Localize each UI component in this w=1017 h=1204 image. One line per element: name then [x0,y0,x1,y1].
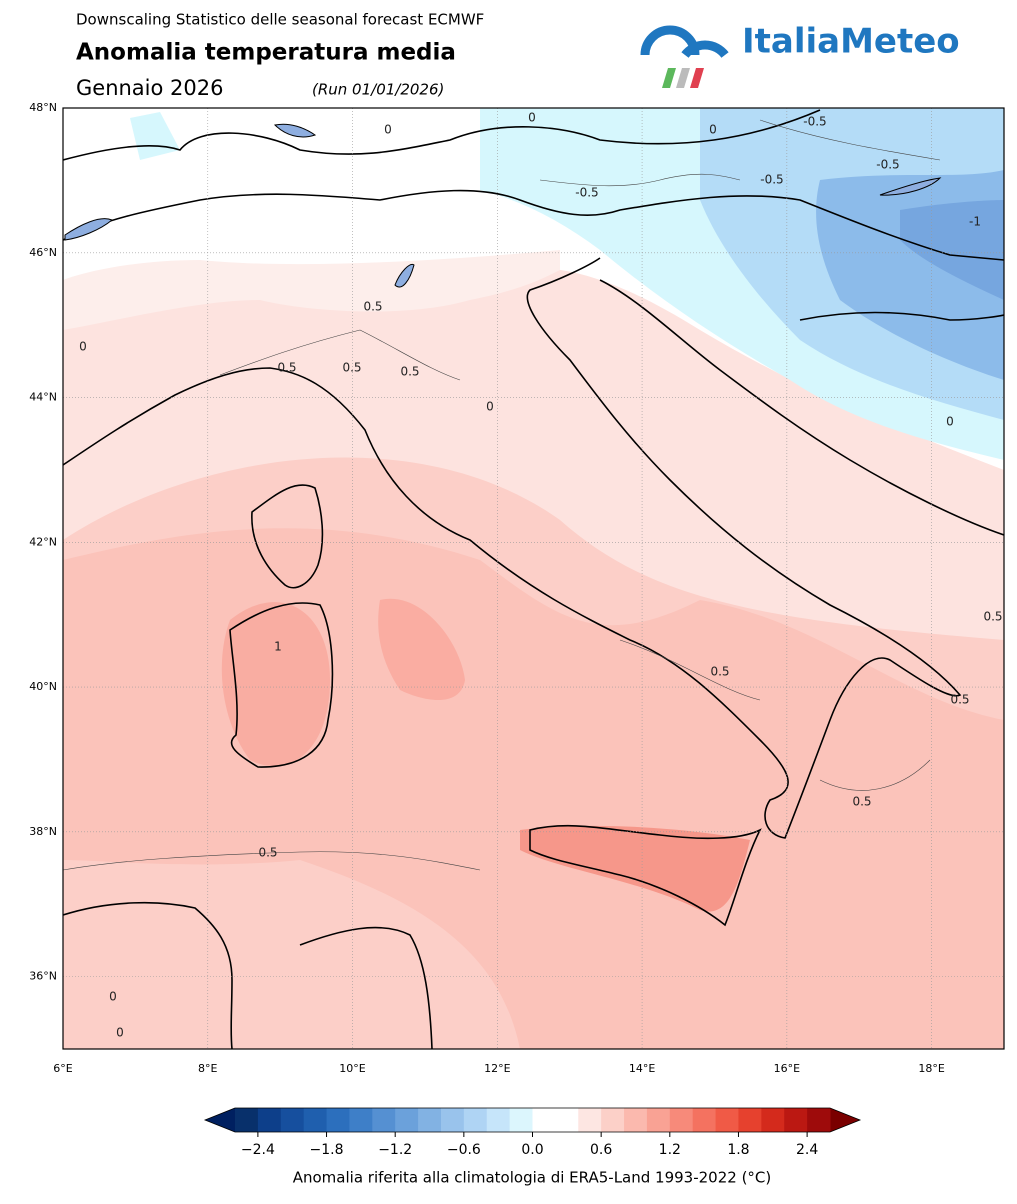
title: Anomalia temperatura media [76,40,456,66]
contour-label: 0.5 [710,665,729,679]
colorbar-swatch [349,1108,373,1132]
lakes [64,123,942,288]
colorbar-swatch [601,1108,625,1132]
lat-tick-label: 40°N [29,680,57,693]
contour-label: 0.5 [363,300,382,314]
lat-tick-label: 48°N [29,101,57,114]
contour-label: 0.5 [400,365,419,379]
colorbar-swatch [646,1108,671,1132]
colorbar-swatch [463,1108,488,1132]
lat-tick-label: 46°N [29,246,57,259]
contour-label: 0.5 [950,693,969,707]
colorbar-swatch [715,1108,739,1132]
lon-tick-label: 18°E [918,1062,944,1075]
colorbar-swatch [624,1108,648,1132]
contour-label: -0.5 [575,186,598,200]
colorbar-swatch [578,1108,602,1132]
contour-label: 0 [528,111,536,125]
logo-text: ItaliaMeteo [742,22,960,62]
contour-label: 0.5 [983,610,1002,624]
contour-label: 0.5 [277,361,296,375]
colorbar-tick-label: −1.2 [378,1142,412,1158]
colorbar-tick-label: 1.2 [659,1142,681,1158]
contour-label: 0 [486,400,494,414]
lon-tick-label: 12°E [484,1062,510,1075]
colorbar-swatch [257,1108,282,1132]
colorbar-swatch [669,1108,694,1132]
lon-tick-label: 6°E [53,1062,72,1075]
colorbar-swatch [555,1108,579,1132]
map-frame [62,107,1005,1050]
run-date: (Run 01/01/2026) [312,81,444,99]
colorbar-tick-label: 0.6 [590,1142,612,1158]
colorbar-swatch [761,1108,785,1132]
lon-tick-label: 8°E [198,1062,217,1075]
colorbar-swatch [235,1108,259,1132]
contour-label: 0.5 [258,846,277,860]
colorbar-swatch [395,1108,419,1132]
colorbar-swatch [418,1108,442,1132]
contour-label: -0.5 [760,173,783,187]
contour-label: 0 [946,415,954,429]
colorbar-extension [830,1108,860,1132]
colorbar-swatch [509,1108,533,1132]
lon-tick-label: 16°E [774,1062,800,1075]
lon-tick-label: 10°E [339,1062,365,1075]
contour-label: 0.5 [342,361,361,375]
coastlines [63,109,1004,1049]
subtitle: Downscaling Statistico delle seasonal fo… [76,11,484,29]
colorbar-swatch [440,1108,465,1132]
lat-tick-label: 44°N [29,391,57,404]
contour-label: 0 [116,1026,124,1040]
colorbar-label: Anomalia riferita alla climatologia di E… [293,1169,772,1187]
colorbar-swatch [738,1108,762,1132]
contour-label: 1 [274,640,282,654]
colorbar-tick-label: 1.8 [727,1142,749,1158]
map-axes: 6°E 8°E 10°E 12°E 14°E 16°E 18°E 36°N 38°N 40°N 42… [29,101,945,1075]
colorbar-tick-label: −2.4 [241,1142,275,1158]
contour-label: 0 [109,990,117,1004]
contours [63,119,941,871]
contour-label: -0.5 [803,115,826,129]
period: Gennaio 2026 [76,76,223,100]
colorbar-tick-label: −1.8 [310,1142,344,1158]
lat-tick-label: 36°N [29,970,57,983]
colorbar: −2.4 −1.8 −1.2 −0.6 0.0 0.6 1.2 1.8 2.4 [203,1107,862,1158]
colorbar-swatch [372,1108,396,1132]
colorbar-outline [203,1107,862,1133]
lat-tick-label: 42°N [29,535,57,548]
colorbar-tick-label: 0.0 [521,1142,543,1158]
colorbar-tick-label: −0.6 [447,1142,481,1158]
colorbar-swatch [486,1108,511,1132]
logo: ItaliaMeteo [640,22,960,88]
contour-labels: 0 0 0 -0.5 -0.5 -0.5 -0.5 -1 0.5 0.5 0.5… [79,111,1002,1040]
contour-label: -1 [969,215,981,229]
contour-label: 0.5 [852,795,871,809]
contour-label: 0 [709,123,717,137]
contour-label: -0.5 [876,158,899,172]
lon-tick-label: 14°E [629,1062,655,1075]
graticule [63,108,1004,1049]
colorbar-swatch [807,1108,831,1132]
lat-tick-label: 38°N [29,825,57,838]
colorbar-tick-label: 2.4 [796,1142,818,1158]
map: 0 0 0 -0.5 -0.5 -0.5 -0.5 -1 0.5 0.5 0.5… [63,108,1004,1049]
contour-label: 0 [79,340,87,354]
colorbar-swatch [692,1108,717,1132]
colorbar-swatch [784,1108,808,1132]
colorbar-swatch [532,1108,556,1132]
colorbar-extension [205,1108,235,1132]
colorbar-swatch [280,1108,305,1132]
colorbar-swatch [326,1108,350,1132]
contour-label: 0 [384,123,392,137]
colorbar-swatch [303,1108,328,1132]
